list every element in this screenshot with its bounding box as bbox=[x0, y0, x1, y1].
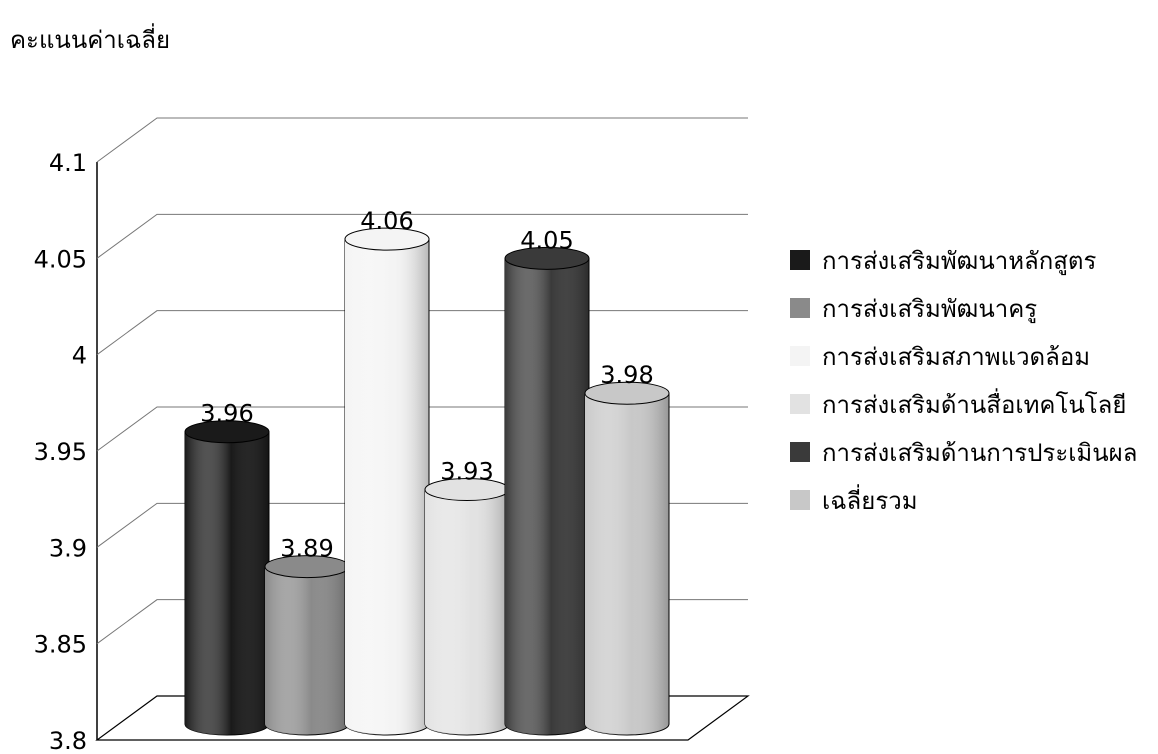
legend: การส่งเสริมพัฒนาหลักสูตรการส่งเสริมพัฒนา… bbox=[790, 247, 1137, 515]
legend-swatch bbox=[790, 298, 810, 318]
legend-swatch bbox=[790, 490, 810, 510]
bar bbox=[344, 227, 430, 736]
bar bbox=[424, 478, 510, 736]
bar-shading bbox=[185, 431, 269, 735]
bar-shading bbox=[425, 489, 509, 735]
data-labels: 3.96 3.89 4.06 3.93 4.05 3.98 bbox=[200, 207, 653, 563]
bar bbox=[264, 555, 350, 736]
data-label: 3.96 bbox=[200, 400, 253, 428]
bars bbox=[184, 227, 670, 736]
bar-top bbox=[504, 246, 590, 270]
legend-entry: การส่งเสริมด้านสื่อเทคโนโลยี bbox=[822, 388, 1126, 419]
legend-entry: เฉลี่ยรวม bbox=[822, 484, 918, 515]
bar-shading bbox=[505, 258, 589, 735]
y-tick-label: 3.85 bbox=[34, 631, 87, 659]
y-tick-label: 3.8 bbox=[49, 727, 87, 754]
data-label: 4.05 bbox=[520, 226, 573, 254]
legend-entry: การส่งเสริมพัฒนาหลักสูตร bbox=[822, 247, 1097, 276]
y-tick-label: 3.95 bbox=[34, 438, 87, 466]
bar bbox=[184, 420, 270, 736]
legend-entry: การส่งเสริมด้านการประเมินผล bbox=[822, 439, 1137, 467]
y-tick-label: 4.1 bbox=[49, 149, 87, 177]
bar-top bbox=[584, 381, 670, 405]
bar bbox=[504, 246, 590, 736]
legend-entry: การส่งเสริมพัฒนาครู bbox=[822, 295, 1037, 324]
y-axis-title: คะแนนค่าเฉลี่ย bbox=[10, 26, 171, 54]
legend-swatch bbox=[790, 250, 810, 270]
floor bbox=[95, 695, 750, 741]
gridline bbox=[96, 213, 748, 259]
data-label: 4.06 bbox=[360, 207, 413, 235]
bar-shading bbox=[345, 239, 429, 736]
bar-shading bbox=[585, 393, 669, 735]
bar-top bbox=[184, 420, 270, 444]
data-label: 3.98 bbox=[600, 361, 653, 389]
data-label: 3.93 bbox=[440, 458, 493, 486]
bar bbox=[584, 381, 670, 736]
bar-top bbox=[344, 227, 430, 251]
legend-swatch bbox=[790, 346, 810, 366]
gridline bbox=[96, 117, 748, 163]
legend-swatch bbox=[790, 442, 810, 462]
legend-swatch bbox=[790, 394, 810, 414]
legend-entry: การส่งเสริมสภาพแวดล้อม bbox=[822, 343, 1090, 371]
y-tick-label: 4 bbox=[72, 342, 87, 370]
data-label: 3.89 bbox=[280, 535, 333, 563]
y-tick-label: 4.05 bbox=[34, 245, 87, 273]
y-tick-labels: 3.8 3.85 3.9 3.95 4 4.05 4.1 bbox=[34, 149, 87, 754]
y-tick-label: 3.9 bbox=[49, 534, 87, 562]
bar-shading bbox=[265, 566, 349, 735]
